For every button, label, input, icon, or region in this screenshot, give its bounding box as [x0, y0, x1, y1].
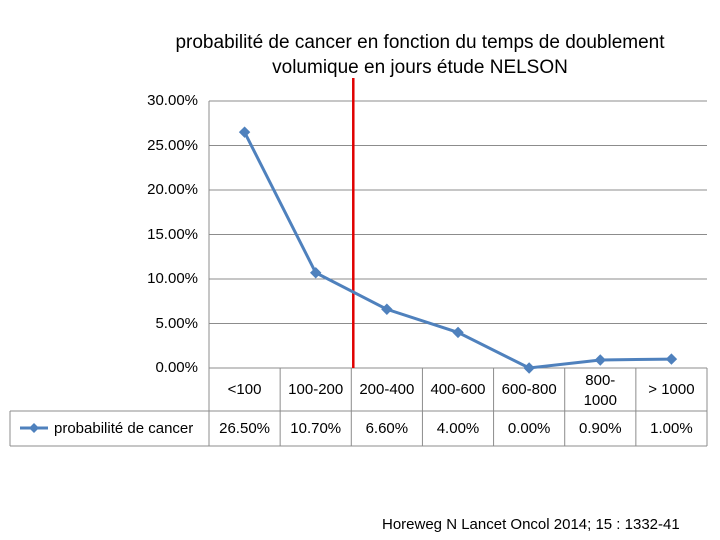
legend-marker: [29, 423, 39, 433]
table-value-cell: 10.70%: [290, 420, 342, 437]
y-tick-label: 5.00%: [155, 314, 198, 332]
x-category-label: 100-200: [283, 380, 349, 400]
table-value-cell: 26.50%: [219, 420, 270, 437]
data-point: [452, 326, 464, 339]
y-tick-label: 15.00%: [147, 225, 198, 243]
table-value-cell: 0.00%: [507, 420, 551, 437]
data-point: [381, 303, 393, 315]
x-category-label-line: > 1000: [648, 381, 695, 398]
legend-label: probabilité de cancer: [54, 420, 194, 437]
y-tick-label: 0.00%: [155, 359, 198, 376]
x-category-label: 400-600: [425, 380, 491, 400]
x-category-label-line: <100: [227, 381, 262, 398]
x-category-label-line: 100-200: [288, 381, 344, 398]
table-value-cell: 4.00%: [436, 420, 480, 437]
x-category-label-line: 800-: [585, 372, 616, 389]
y-tick-label: 10.00%: [147, 270, 198, 287]
data-point: [310, 267, 322, 279]
data-point: [665, 353, 678, 365]
x-category-label: 600-800: [496, 380, 562, 400]
table-value-cell: 1.00%: [650, 420, 693, 437]
x-category-label: 200-400: [354, 380, 420, 400]
x-category-label: 800- 1000: [567, 371, 633, 411]
chart-title-line-1: probabilité de cancer en fonction du tem…: [175, 32, 665, 53]
x-category-label-line: 1000: [583, 392, 617, 409]
data-point: [238, 126, 251, 138]
x-category-label-line: 600-800: [501, 381, 557, 398]
citation: Horeweg N Lancet Oncol 2014; 15 : 1332-4…: [382, 516, 680, 533]
y-tick-label: 30.00%: [147, 92, 198, 109]
chart-title-line-2: volumique en jours étude NELSON: [272, 57, 568, 78]
data-point: [523, 362, 535, 374]
table-value-cell: 0.90%: [579, 420, 622, 437]
x-category-label: > 1000: [638, 380, 704, 400]
y-tick-label: 25.00%: [147, 136, 198, 154]
chart-title: probabilité de cancer en fonction du tem…: [130, 30, 710, 80]
table-value-cell: 6.60%: [365, 420, 409, 437]
x-category-label-line: 400-600: [430, 381, 486, 398]
y-tick-label: 20.00%: [147, 181, 198, 198]
x-category-label: <100: [212, 380, 278, 400]
data-point: [594, 354, 606, 366]
x-category-label-line: 200-400: [359, 381, 415, 398]
